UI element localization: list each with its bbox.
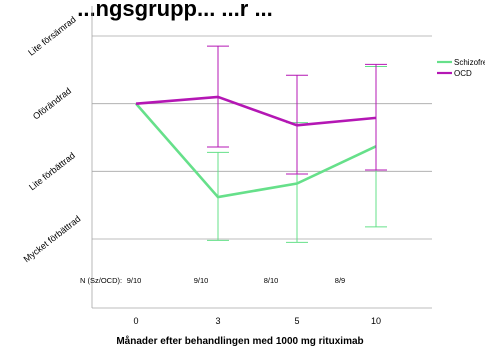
- y-category-label-1: Lite förbättrad: [27, 150, 77, 192]
- x-tick-label-3: 10: [371, 316, 381, 326]
- chart-title: ...ngsgrupp... ...r ...: [77, 0, 273, 21]
- n-label: N (Sz/OCD):: [80, 276, 122, 285]
- x-axis-label: Månader efter behandlingen med 1000 mg r…: [116, 335, 363, 347]
- n-value-1: 9/10: [194, 276, 209, 285]
- x-tick-label-0: 0: [133, 316, 138, 326]
- series-line-0: [135, 102, 377, 199]
- n-annotations: N (Sz/OCD): 9/10 9/10 8/10 8/9: [80, 276, 345, 285]
- y-category-label-0: Mycket förbättrad: [22, 214, 83, 265]
- x-tick-labels: 0 3 5 10: [133, 316, 381, 326]
- series-0: [135, 65, 387, 243]
- legend-label-1: OCD: [454, 69, 472, 78]
- y-category-labels: Mycket förbättrad Lite förbättrad Oförändr…: [22, 14, 83, 264]
- legend: Schizofreni OCD: [437, 58, 485, 78]
- n-value-0: 9/10: [127, 276, 142, 285]
- series: [135, 45, 387, 243]
- axes: [91, 6, 432, 309]
- n-value-3: 8/9: [335, 276, 345, 285]
- x-tick-label-1: 3: [215, 316, 220, 326]
- series-1: [135, 45, 387, 175]
- x-tick-label-2: 5: [294, 316, 299, 326]
- n-value-2: 8/10: [264, 276, 279, 285]
- y-category-label-3: Lite försämrad: [26, 14, 77, 57]
- y-category-label-2: Oförändrad: [31, 86, 73, 122]
- legend-label-0: Schizofreni: [454, 58, 485, 67]
- series-line-1: [135, 95, 377, 127]
